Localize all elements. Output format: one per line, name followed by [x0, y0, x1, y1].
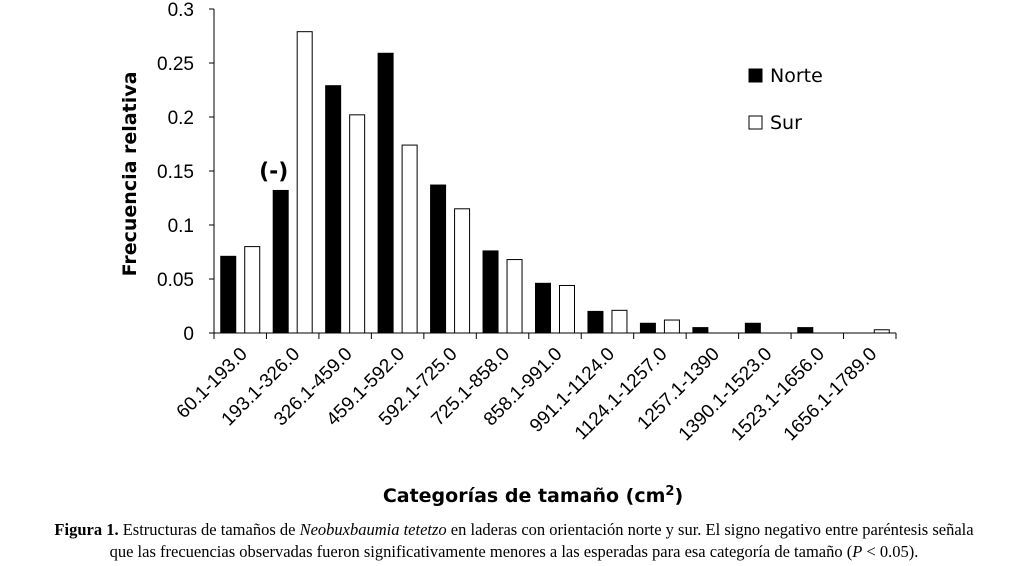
- legend-label-norte: Norte: [770, 65, 823, 87]
- bar-norte-0: [220, 255, 237, 334]
- bar-sur-5: [506, 259, 523, 334]
- y-tick-label: 0.25: [157, 54, 194, 75]
- bar-sur-7: [611, 309, 628, 334]
- bar-sur-8: [663, 319, 680, 334]
- bar-norte-11: [797, 327, 814, 334]
- bar-sur-0: [244, 246, 261, 334]
- significance-annotation: (-): [259, 159, 288, 184]
- x-tick-label: 1656.1-1789.0: [780, 344, 882, 446]
- caption-text-1a: Estructuras de tamaños de: [118, 520, 300, 539]
- bar-norte-3: [377, 52, 394, 334]
- bar-norte-5: [482, 250, 499, 334]
- bar-chart: 0 0.05 0.1 0.15 0.2 0.25 0.3 60.1-193.0193.1-3…: [119, 0, 897, 507]
- y-tick-label: 0.2: [168, 108, 194, 129]
- x-tick-label: 1124.1-1257.0: [571, 344, 672, 445]
- bar-norte-2: [325, 85, 342, 334]
- caption-text-2b: < 0.05).: [862, 542, 919, 561]
- bar-sur-6: [559, 284, 575, 334]
- x-axis-ticks: 60.1-193.0193.1-326.0326.1-459.0459.1-59…: [173, 333, 897, 446]
- caption-line-1: Figura 1. Estructuras de tamaños de Neob…: [0, 519, 1028, 541]
- bar-norte-9: [692, 327, 709, 334]
- caption-text-2a: que las frecuencias observadas fueron si…: [109, 542, 853, 561]
- y-tick-label: 0: [183, 324, 194, 345]
- y-tick-label: 0.3: [168, 0, 194, 21]
- figure-caption: Figura 1. Estructuras de tamaños de Neob…: [0, 519, 1028, 563]
- x-tick-label: 1390.1-1523.0: [675, 344, 777, 446]
- bar-sur-1: [296, 31, 313, 334]
- caption-line-2: que las frecuencias observadas fueron si…: [0, 541, 1028, 563]
- legend-swatch-sur: [748, 115, 763, 130]
- y-tick-label: 0.15: [157, 162, 194, 183]
- bar-norte-1: [272, 189, 289, 334]
- bar-sur-3: [401, 144, 418, 334]
- bar-norte-7: [587, 310, 604, 334]
- y-tick-label: 0.1: [168, 216, 194, 237]
- y-axis-title: Frecuencia relativa: [119, 72, 141, 277]
- bar-norte-4: [430, 184, 447, 334]
- bar-norte-10: [744, 322, 761, 334]
- bars-group: [220, 31, 890, 334]
- bar-norte-8: [639, 322, 656, 334]
- legend-label-sur: Sur: [770, 112, 802, 134]
- y-tick-label: 0.05: [157, 270, 194, 291]
- bar-norte-6: [535, 282, 551, 334]
- y-axis-ticks: 0 0.05 0.1 0.15 0.2 0.25 0.3: [157, 0, 214, 345]
- caption-figure-label: Figura 1.: [54, 520, 119, 539]
- caption-species: Neobuxbaumia tetetzo: [299, 520, 447, 539]
- legend-swatch-norte: [748, 68, 763, 83]
- x-tick-label: 1523.1-1656.0: [727, 344, 829, 446]
- x-axis-title: Categorías de tamaño (cm2): [383, 484, 683, 507]
- bar-sur-2: [349, 114, 366, 334]
- legend: Norte Sur: [748, 65, 823, 134]
- caption-p-symbol: P: [852, 542, 863, 561]
- bar-sur-4: [454, 208, 471, 334]
- caption-text-1b: en laderas con orientación norte y sur. …: [446, 520, 974, 539]
